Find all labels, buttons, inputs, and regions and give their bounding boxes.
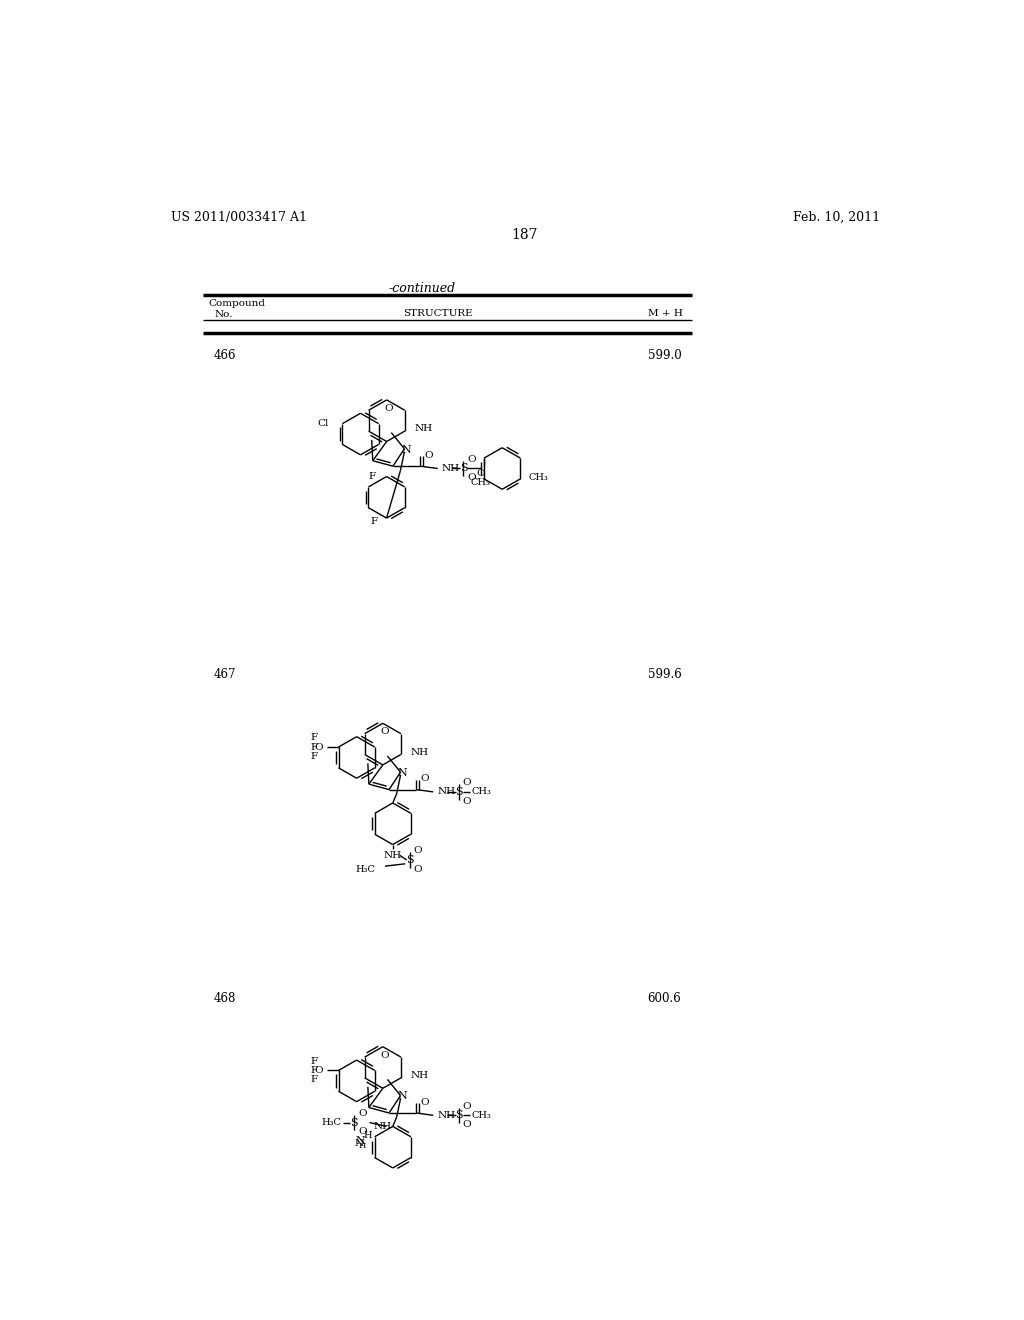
Text: N: N: [397, 768, 407, 777]
Text: CH₃: CH₃: [471, 788, 492, 796]
Text: S: S: [460, 463, 467, 474]
Text: O: O: [381, 1051, 389, 1060]
Text: Feb. 10, 2011: Feb. 10, 2011: [793, 211, 880, 224]
Text: O: O: [385, 404, 393, 413]
Text: H₃C: H₃C: [322, 1118, 342, 1127]
Text: O: O: [463, 797, 471, 805]
Text: F: F: [310, 734, 317, 742]
Text: O: O: [420, 775, 429, 783]
Text: NH: NH: [373, 1122, 391, 1131]
Text: O: O: [381, 727, 389, 737]
Text: CH₃: CH₃: [471, 1111, 492, 1119]
Text: O: O: [414, 846, 422, 855]
Text: Compound: Compound: [209, 298, 265, 308]
Text: 600.6: 600.6: [647, 993, 681, 1006]
Text: H₃C: H₃C: [355, 865, 376, 874]
Text: O: O: [463, 1121, 471, 1129]
Text: S: S: [455, 1110, 463, 1121]
Text: F: F: [310, 1057, 317, 1065]
Text: O: O: [463, 779, 471, 787]
Text: 467: 467: [214, 668, 237, 681]
Text: Cl: Cl: [317, 420, 329, 428]
Text: F: F: [310, 1067, 317, 1074]
Text: N: N: [401, 445, 411, 454]
Text: N: N: [397, 1092, 407, 1101]
Text: F: F: [310, 1076, 317, 1084]
Text: F: F: [310, 752, 317, 760]
Text: O: O: [420, 1098, 429, 1106]
Text: O: O: [314, 1067, 323, 1074]
Text: O: O: [358, 1127, 367, 1137]
Text: O: O: [463, 1102, 471, 1110]
Text: M + H: M + H: [648, 309, 683, 318]
Text: NH: NH: [411, 1071, 428, 1080]
Text: F: F: [371, 517, 378, 525]
Text: STRUCTURE: STRUCTURE: [403, 309, 473, 318]
Text: -continued: -continued: [389, 281, 456, 294]
Text: F: F: [369, 473, 376, 480]
Text: NH: NH: [384, 850, 401, 859]
Text: N: N: [355, 1139, 365, 1148]
Text: O: O: [424, 451, 432, 459]
Text: No.: No.: [214, 310, 232, 319]
Text: S: S: [406, 855, 414, 865]
Text: NH: NH: [414, 424, 432, 433]
Text: 466: 466: [214, 350, 237, 363]
Text: O: O: [314, 743, 323, 751]
Text: US 2011/0033417 A1: US 2011/0033417 A1: [171, 211, 306, 224]
Text: 599.6: 599.6: [647, 668, 681, 681]
Text: O: O: [467, 455, 476, 463]
Text: NH: NH: [411, 747, 428, 756]
Text: 468: 468: [214, 993, 237, 1006]
Text: O: O: [358, 1109, 367, 1118]
Text: NH: NH: [437, 1111, 456, 1119]
Text: S: S: [350, 1118, 357, 1127]
Text: CH₃: CH₃: [470, 478, 490, 487]
Text: O: O: [476, 469, 484, 478]
Text: H: H: [364, 1131, 373, 1140]
Text: NH: NH: [441, 465, 460, 473]
Text: 187: 187: [512, 227, 538, 242]
Text: N: N: [355, 1135, 366, 1146]
Text: F: F: [310, 743, 317, 751]
Text: O: O: [467, 474, 476, 482]
Text: 599.0: 599.0: [647, 350, 681, 363]
Text: S: S: [455, 787, 463, 797]
Text: NH: NH: [437, 788, 456, 796]
Text: CH₃: CH₃: [528, 473, 548, 482]
Text: O: O: [414, 865, 422, 874]
Text: H: H: [358, 1142, 366, 1150]
